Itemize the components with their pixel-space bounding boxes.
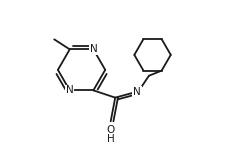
Text: H: H	[107, 134, 115, 144]
Text: N: N	[66, 85, 74, 95]
Text: N: N	[133, 87, 141, 97]
Text: O: O	[107, 125, 115, 135]
Text: N: N	[90, 44, 97, 54]
